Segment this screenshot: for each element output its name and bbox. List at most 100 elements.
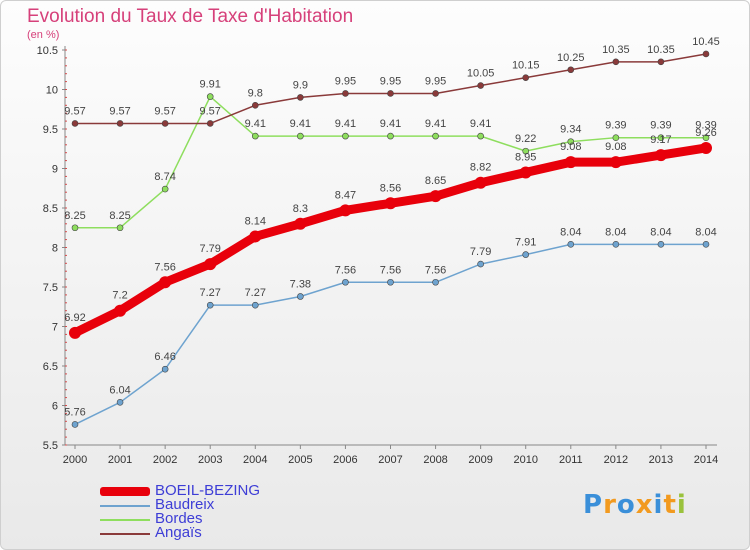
data-label: 8.04 xyxy=(650,226,671,238)
data-point xyxy=(161,185,169,193)
y-tick-label: 9.5 xyxy=(43,124,58,136)
axes: 5.5 6 6.5 7 7.5 8 8.5 9 9.5 10 10.5 2000 2001 2002 200… xyxy=(37,45,719,466)
data-point xyxy=(654,149,667,162)
legend-label: BOEIL-BEZING xyxy=(155,482,261,499)
legend-label: Bordes xyxy=(155,510,203,527)
legend-swatch xyxy=(100,519,150,521)
legend-swatch xyxy=(100,533,150,535)
legend: BOEIL-BEZING Baudreix Bordes Angaïs xyxy=(100,482,400,541)
data-point xyxy=(342,132,349,140)
data-label: 8.14 xyxy=(245,215,266,227)
y-tick-label: 6.5 xyxy=(43,361,58,373)
data-point xyxy=(206,120,214,127)
data-point xyxy=(116,120,124,127)
data-point xyxy=(612,241,620,248)
data-point xyxy=(297,94,304,101)
data-label: 7.79 xyxy=(470,246,491,258)
data-point xyxy=(251,132,259,140)
x-tick-label: 2002 xyxy=(153,454,177,466)
legend-label: Angaïs xyxy=(155,524,202,541)
data-point xyxy=(206,301,214,309)
data-label: 8.47 xyxy=(335,189,356,201)
logo-letter: x xyxy=(635,490,654,520)
proxiti-logo: Proxiti xyxy=(583,490,687,520)
data-label: 9.57 xyxy=(154,105,175,117)
data-label: 8.74 xyxy=(154,171,175,183)
data-label-layer: 6.92 7.2 7.56 7.79 8.14 8.3 8.47 8.56 8.65 8.82 8.… xyxy=(64,36,719,419)
y-tick-label: 7 xyxy=(52,322,58,334)
data-point xyxy=(116,399,124,406)
data-point xyxy=(161,365,169,373)
data-point xyxy=(657,58,665,66)
data-label: 6.46 xyxy=(154,351,175,363)
data-point xyxy=(429,190,442,203)
data-label: 9.39 xyxy=(650,120,671,132)
data-label: 9.41 xyxy=(470,118,491,130)
data-point xyxy=(477,260,484,268)
data-label: 9.41 xyxy=(245,118,266,130)
data-point xyxy=(71,120,79,127)
data-label: 8.25 xyxy=(64,210,85,222)
data-point xyxy=(519,166,532,179)
legend-swatch xyxy=(100,487,150,496)
data-label: 7.56 xyxy=(425,264,446,276)
y-tick-label: 10.5 xyxy=(37,45,58,57)
legend-swatch xyxy=(100,505,150,507)
x-tick-label: 2005 xyxy=(288,454,312,466)
data-point xyxy=(432,132,439,140)
data-point xyxy=(567,138,575,145)
data-label: 7.56 xyxy=(335,264,356,276)
data-point xyxy=(702,241,710,248)
legend-item: Bordes xyxy=(100,510,400,527)
data-label: 9.22 xyxy=(515,133,536,145)
y-tick-label: 8.5 xyxy=(43,203,58,215)
data-label: 9.91 xyxy=(200,79,221,91)
data-point xyxy=(564,156,577,169)
y-tick-label: 10 xyxy=(46,85,58,97)
data-point xyxy=(69,326,81,339)
x-tick-label: 2011 xyxy=(559,454,583,466)
logo-letter: t xyxy=(663,490,677,520)
data-label: 7.38 xyxy=(290,278,311,290)
data-point xyxy=(159,276,172,289)
data-label: 5.76 xyxy=(64,406,85,418)
logo-letter: o xyxy=(616,490,636,520)
data-label: 6.04 xyxy=(109,384,130,396)
data-label: 8.65 xyxy=(425,175,446,187)
data-point xyxy=(612,58,620,66)
logo-letter: P xyxy=(583,490,604,520)
data-label: 9.41 xyxy=(425,118,446,130)
x-tick-label: 2008 xyxy=(423,454,447,466)
x-tick-label: 2012 xyxy=(604,454,628,466)
data-label: 8.04 xyxy=(560,226,581,238)
y-unit-label: (en %) xyxy=(27,29,60,41)
x-tick-label: 2007 xyxy=(378,454,402,466)
data-label: 8.56 xyxy=(380,182,401,194)
data-point xyxy=(567,241,575,248)
data-point xyxy=(387,132,394,140)
data-point xyxy=(342,90,349,97)
x-tick-label: 2001 xyxy=(108,454,132,466)
x-tick-label: 2004 xyxy=(243,454,267,466)
y-tick-label: 6 xyxy=(52,401,58,413)
data-label: 7.91 xyxy=(515,237,536,249)
data-point xyxy=(522,251,530,258)
data-point xyxy=(522,74,530,81)
legend-label: Baudreix xyxy=(155,496,215,513)
x-tick-label: 2010 xyxy=(513,454,537,466)
x-tick-label: 2006 xyxy=(333,454,357,466)
data-point xyxy=(297,293,304,300)
data-point xyxy=(567,66,575,74)
x-tick-label: 2009 xyxy=(468,454,492,466)
legend-item: Baudreix xyxy=(100,496,400,513)
data-label: 9.39 xyxy=(605,120,626,132)
data-point xyxy=(251,301,259,309)
data-label: 8.82 xyxy=(470,162,491,174)
data-label: 10.45 xyxy=(692,36,720,48)
data-label: 8.04 xyxy=(605,226,626,238)
data-label: 9.57 xyxy=(200,105,221,117)
data-point xyxy=(294,217,307,230)
data-label: 8.25 xyxy=(109,210,130,222)
data-point xyxy=(114,304,127,317)
